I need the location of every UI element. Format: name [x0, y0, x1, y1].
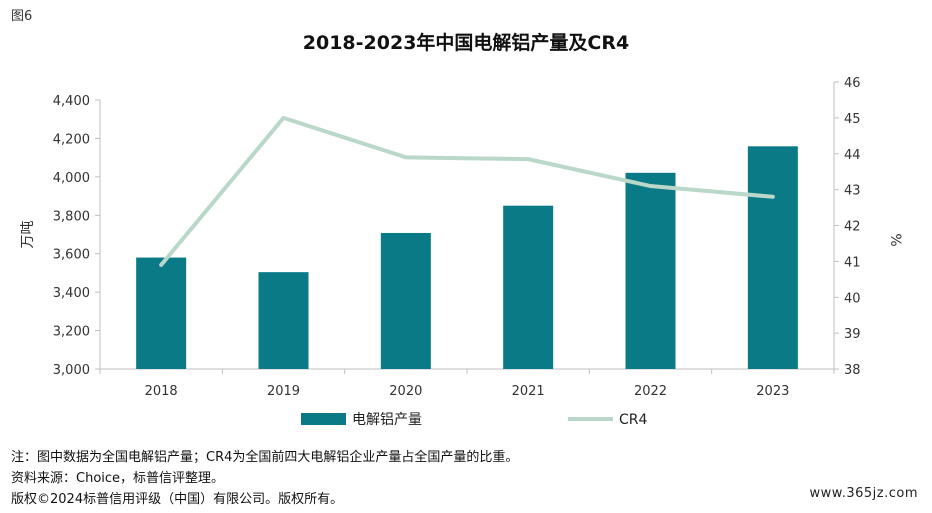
bar-2019: [258, 272, 309, 369]
left-tick-label: 4,400: [53, 94, 90, 109]
right-tick-label: 43: [844, 184, 861, 199]
x-tick-label: 2021: [512, 384, 545, 399]
legend-line-label: CR4: [619, 412, 648, 428]
bar-2020: [380, 232, 431, 369]
y-left-axis-label: 万吨: [20, 221, 36, 249]
right-tick-label: 45: [844, 112, 861, 127]
watermark: www.365jz.com: [809, 486, 918, 501]
cr4-line: [159, 115, 775, 267]
legend-bar-swatch: [301, 413, 346, 425]
figure-label: 图6: [11, 9, 33, 24]
legend-bar-label: 电解铝产量: [352, 412, 422, 428]
x-tick-label: 2023: [756, 384, 789, 399]
note-line: 注：图中数据为全国电解铝产量；CR4为全国前四大电解铝企业产量占全国产量的比重。: [11, 450, 519, 465]
bar-2018: [136, 257, 187, 369]
notes: 注：图中数据为全国电解铝产量；CR4为全国前四大电解铝企业产量占全国产量的比重。…: [11, 447, 518, 510]
source-line: 资料来源：Choice，标普信评整理。: [11, 471, 225, 486]
right-tick-label: 42: [844, 220, 861, 235]
chart-title: 2018-2023年中国电解铝产量及CR4: [302, 32, 630, 54]
left-tick-label: 4,000: [53, 171, 90, 186]
left-tick-label: 3,200: [53, 325, 90, 340]
left-tick-label: 4,200: [53, 132, 90, 147]
right-tick-label: 38: [844, 363, 861, 378]
left-tick-label: 3,400: [53, 286, 90, 301]
bar-2021: [503, 205, 554, 369]
right-tick-label: 40: [844, 291, 861, 306]
x-tick-label: 2019: [267, 384, 300, 399]
bar-2022: [625, 172, 676, 369]
right-tick-label: 44: [844, 148, 861, 163]
y-right-axis-label: %: [887, 233, 903, 246]
bar-2023: [747, 146, 798, 369]
copyright-line: 版权©2024标普信用评级（中国）有限公司。版权所有。: [11, 492, 344, 507]
x-tick-label: 2022: [634, 384, 667, 399]
left-tick-label: 3,000: [53, 363, 90, 378]
right-tick-label: 41: [844, 255, 861, 270]
right-tick-label: 39: [844, 327, 861, 342]
x-tick-label: 2020: [389, 384, 422, 399]
right-tick-label: 46: [844, 76, 861, 91]
left-tick-label: 3,800: [53, 209, 90, 224]
x-tick-label: 2018: [145, 384, 178, 399]
left-tick-label: 3,600: [53, 248, 90, 263]
